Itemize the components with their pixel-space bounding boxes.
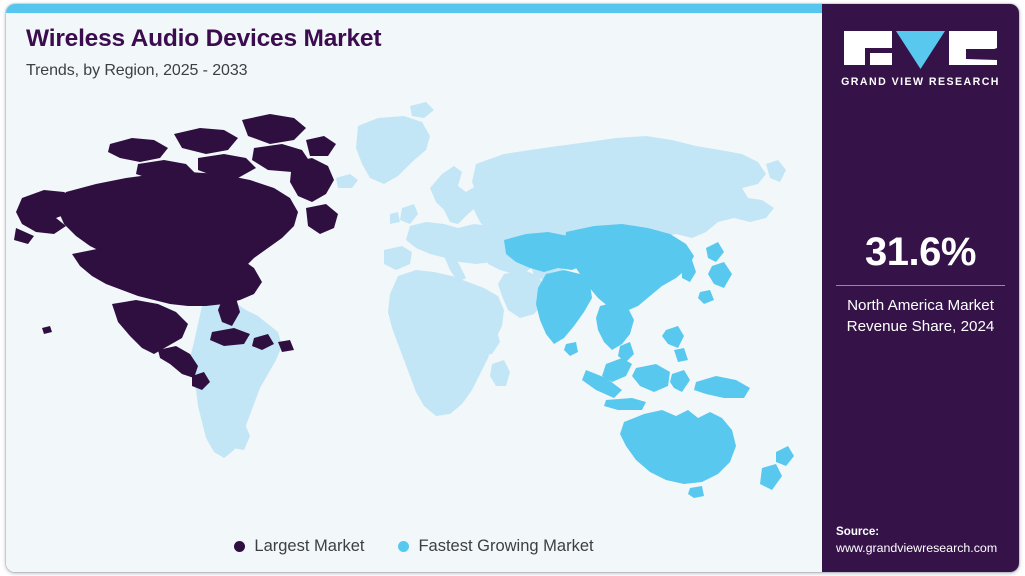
brand-logo[interactable]: GRAND VIEW RESEARCH — [822, 29, 1019, 88]
brand-name: GRAND VIEW RESEARCH — [841, 76, 1000, 88]
title-block: Wireless Audio Devices Market Trends, by… — [26, 25, 382, 80]
top-accent-bar — [6, 4, 822, 13]
map-region-north-america — [14, 114, 338, 390]
legend: Largest Market Fastest Growing Market — [6, 537, 822, 556]
infographic-card: Wireless Audio Devices Market Trends, by… — [6, 4, 1019, 572]
world-map — [6, 92, 822, 502]
legend-item-label: Fastest Growing Market — [418, 537, 594, 555]
stat-caption-line-2: Revenue Share, 2024 — [846, 317, 995, 335]
page-subtitle: Trends, by Region, 2025 - 2033 — [26, 61, 248, 79]
stat-value: 31.6% — [865, 230, 976, 274]
source-url[interactable]: www.grandviewresearch.com — [836, 541, 998, 555]
stat-divider — [836, 285, 1005, 286]
legend-dot-icon — [398, 541, 410, 552]
source-label: Source: — [836, 525, 880, 538]
legend-item-fastest-growing-market[interactable]: Fastest Growing Market — [398, 537, 594, 556]
legend-item-label: Largest Market — [254, 537, 365, 555]
legend-item-largest-market[interactable]: Largest Market — [234, 537, 364, 556]
gvr-logo-icon — [844, 29, 997, 69]
stat-caption-line-1: North America Market — [847, 297, 994, 314]
world-map-svg — [6, 92, 822, 502]
stat-caption: North America Market Revenue Share, 2024 — [822, 296, 1019, 338]
map-region-asia-pacific — [504, 224, 794, 498]
sidebar-panel: GRAND VIEW RESEARCH 31.6% North America … — [822, 4, 1019, 572]
stat-block: 31.6% North America Market Revenue Share… — [822, 232, 1019, 338]
source-block: Source: www.grandviewresearch.com — [836, 525, 1013, 555]
page-title: Wireless Audio Devices Market — [26, 25, 382, 52]
legend-dot-icon — [234, 541, 246, 552]
map-column: Wireless Audio Devices Market Trends, by… — [6, 4, 822, 572]
